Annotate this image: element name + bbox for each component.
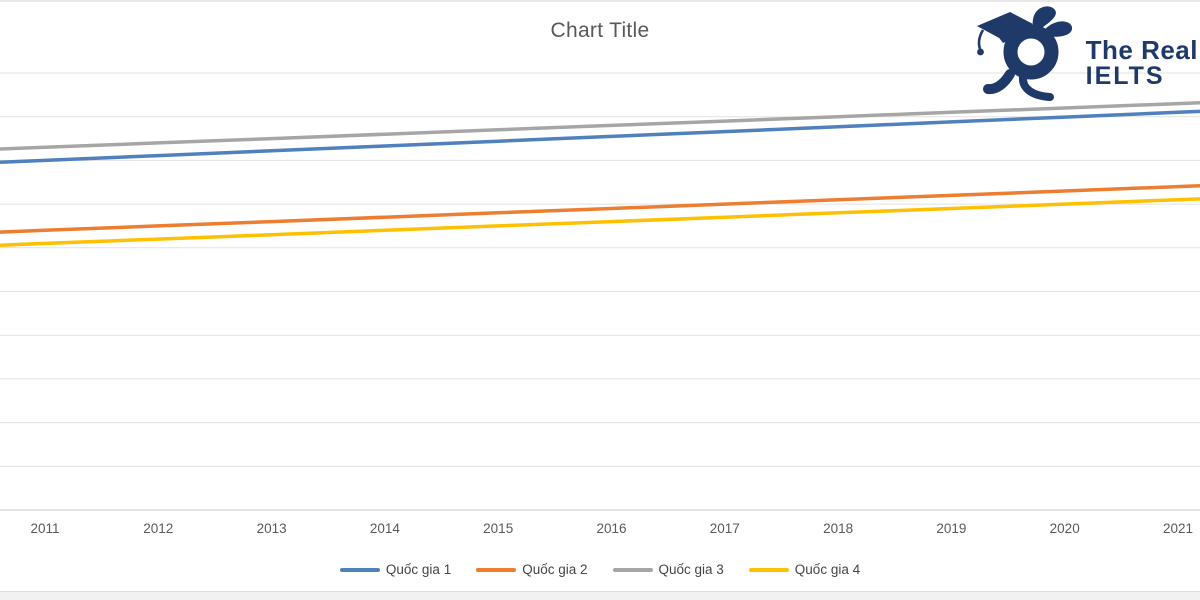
x-tick-label: 2016: [596, 521, 627, 536]
gridlines: [0, 72, 1200, 511]
top-border: [0, 0, 1200, 2]
series-line-3: [0, 100, 1200, 151]
x-tick-label: 2015: [483, 521, 514, 536]
legend-item-label: Quốc gia 4: [794, 562, 861, 577]
x-tick-label: 2011: [30, 521, 60, 536]
x-tick-label: 2013: [256, 521, 287, 536]
legend-item: Quốc gia 2: [476, 562, 588, 577]
bottom-strip: [0, 591, 1200, 600]
legend-item-label: Quốc gia 2: [522, 562, 588, 577]
legend-item-label: Quốc gia 1: [385, 562, 452, 577]
series-line-1: [0, 109, 1200, 165]
brand-name-line1: The Real: [1085, 35, 1198, 65]
x-axis-tick-labels: 2011 2012 2013 2014 2015 2016 2017 2018 2019 2020…: [0, 521, 1200, 541]
legend-line-swatch-icon: [476, 567, 517, 572]
series-line-4: [0, 197, 1200, 247]
legend-item-label: Quốc gia 3: [658, 562, 724, 577]
legend-line-swatch-icon: [339, 567, 380, 572]
brand-text: The Real IELTS: [1086, 37, 1198, 89]
mascot-logo-icon: [976, 6, 1072, 101]
legend: Quốc gia 1 Quốc gia 2 Quốc gia 3 Quốc gia 4: [0, 562, 1200, 577]
chart-title: Chart Title: [550, 19, 650, 42]
x-tick-label: 2017: [709, 521, 740, 536]
legend-item: Quốc gia 1: [339, 562, 452, 577]
x-tick-label: 2019: [936, 521, 967, 536]
series-line-2: [0, 184, 1200, 234]
x-tick-label: 2018: [823, 521, 854, 536]
x-tick-label: 2014: [369, 521, 400, 536]
brand-name-line2: IELTS: [1085, 61, 1165, 90]
legend-line-swatch-icon: [748, 567, 789, 572]
brand-logo: The Real IELTS: [970, 4, 1198, 104]
legend-item: Quốc gia 3: [612, 562, 724, 577]
x-tick-label: 2020: [1049, 521, 1080, 536]
x-tick-label: 2021: [1162, 521, 1194, 536]
legend-line-swatch-icon: [612, 567, 653, 572]
x-tick-label: 2012: [143, 521, 174, 536]
legend-item: Quốc gia 4: [748, 562, 861, 577]
